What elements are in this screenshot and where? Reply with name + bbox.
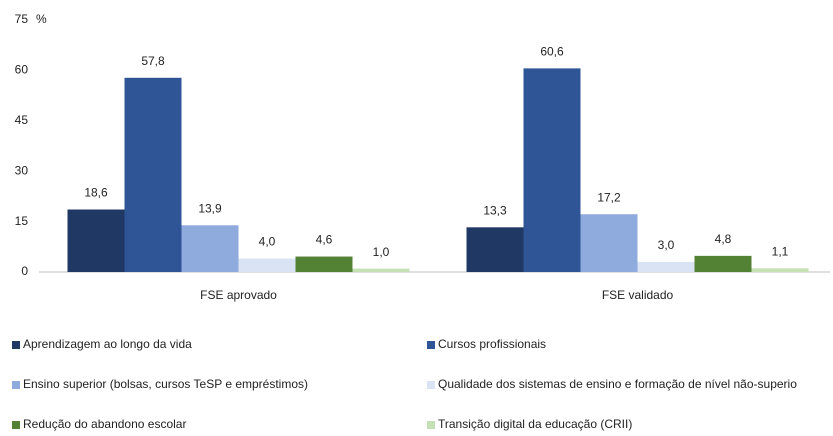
y-tick-label: 0 — [21, 264, 28, 278]
legend-swatch — [12, 341, 20, 349]
bar — [694, 255, 752, 272]
data-label: 4,8 — [715, 232, 732, 246]
data-label: 4,6 — [316, 233, 333, 247]
y-unit: % — [36, 12, 47, 26]
legend-label: Cursos profissionais — [438, 337, 546, 351]
bar — [124, 77, 182, 273]
data-label: 4,0 — [259, 235, 276, 249]
bar — [580, 214, 638, 272]
bar — [352, 268, 410, 272]
legend-label: Aprendizagem ao longo da vida — [23, 337, 192, 351]
bar — [466, 227, 524, 272]
bar — [637, 261, 695, 272]
data-label: 60,6 — [540, 45, 564, 59]
legend-swatch — [12, 381, 20, 389]
data-label: 1,0 — [373, 245, 390, 259]
data-label: 3,0 — [658, 238, 675, 252]
y-tick-label: 45 — [15, 113, 29, 127]
legend-label: Qualidade dos sistemas de ensino e forma… — [438, 377, 797, 391]
y-tick-label: 30 — [15, 163, 29, 177]
bar — [295, 256, 353, 272]
y-tick-label: 75 — [15, 12, 29, 26]
data-label: 1,1 — [772, 244, 789, 258]
legend-swatch — [427, 421, 435, 429]
legend-label: Ensino superior (bolsas, cursos TeSP e e… — [23, 377, 308, 391]
bar — [238, 258, 296, 272]
data-label: 13,9 — [198, 201, 222, 215]
legend-label: Transição digital da educação (CRII) — [438, 417, 632, 431]
bar — [751, 268, 809, 272]
legend-swatch — [427, 341, 435, 349]
y-tick-label: 60 — [15, 63, 29, 77]
legend-swatch — [12, 421, 20, 429]
bar — [67, 209, 125, 272]
data-label: 18,6 — [84, 186, 108, 200]
legend-swatch — [427, 381, 435, 389]
x-tick-label: FSE aprovado — [200, 288, 277, 302]
bar — [523, 68, 581, 272]
data-label: 13,3 — [483, 203, 507, 217]
data-label: 57,8 — [141, 54, 165, 68]
bar — [181, 225, 239, 272]
legend-label: Redução do abandono escolar — [23, 417, 186, 431]
x-tick-label: FSE validado — [602, 288, 674, 302]
data-label: 17,2 — [597, 190, 621, 204]
y-tick-label: 15 — [15, 214, 29, 228]
